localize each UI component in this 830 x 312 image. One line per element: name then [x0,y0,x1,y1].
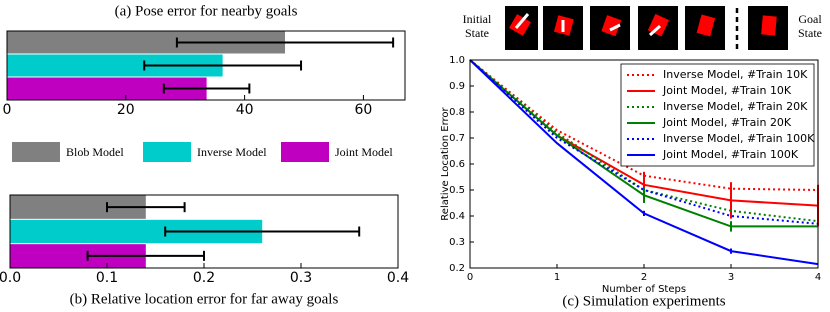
x-tick-label: 1 [554,272,560,283]
x-tick-label: 20 [117,102,135,118]
y-tick-label: 0.9 [449,81,465,92]
bar [7,77,207,100]
y-tick-label: 0.7 [449,133,465,144]
series-line [469,59,819,223]
axis-frame [469,59,819,269]
chart-title: (a) Pose error for nearby goals [115,3,298,19]
y-tick-label: 0.8 [449,107,465,118]
x-tick-label: 0.1 [96,270,118,286]
y-tick-label: 0.3 [449,237,465,248]
bar [7,31,286,54]
legend-label: Joint Model, #Train 100K [662,148,799,161]
annotation: Initial State [462,12,492,40]
x-tick-label: 60 [355,102,373,118]
x-tick-label: 3 [728,272,734,283]
y-tick-label: 0.2 [449,263,465,274]
chart-title: (c) Simulation experiments [562,293,725,309]
axis-frame [6,30,406,101]
legend-label: Inverse Model, #Train 20K [663,100,808,113]
x-axis-label: Number of Steps [602,284,686,295]
legend-label: Joint Model, #Train 10K [662,84,792,97]
x-tick-label: 0 [467,272,473,283]
bar [10,219,263,244]
x-tick-label: 0.2 [193,270,215,286]
legend-swatch [12,142,60,162]
y-tick-label: 0.6 [449,159,465,170]
annotation: Goal State [798,12,822,40]
y-tick-label: 0.4 [449,211,465,222]
legend-swatch [281,142,329,162]
bar [7,54,223,77]
legend-swatch [143,142,191,162]
x-tick-label: 40 [236,102,254,118]
legend-label: Joint Model [335,145,393,159]
chart-title: (b) Relative location error for far away… [70,291,339,307]
legend-label: Inverse Model [197,145,267,159]
legend-label: Blob Model [66,145,124,159]
bar [10,195,146,219]
bar [10,244,146,268]
x-tick-label: 0.0 [0,270,21,286]
legend-label: Inverse Model, #Train 10K [663,68,808,81]
y-tick-label: 1.0 [449,55,465,66]
x-tick-label: 0.4 [387,270,409,286]
thumbnails [505,6,788,50]
x-tick-label: 0 [3,102,12,118]
y-tick-label: 0.5 [449,185,465,196]
legend-box [620,63,815,167]
x-tick-label: 2 [641,272,647,283]
x-tick-label: 4 [815,272,821,283]
y-axis-label: Relative Location Error [440,106,451,220]
series-line [469,59,819,191]
x-tick-label: 0.3 [290,270,312,286]
legend-label: Inverse Model, #Train 100K [663,132,815,145]
legend-label: Joint Model, #Train 20K [662,116,792,129]
